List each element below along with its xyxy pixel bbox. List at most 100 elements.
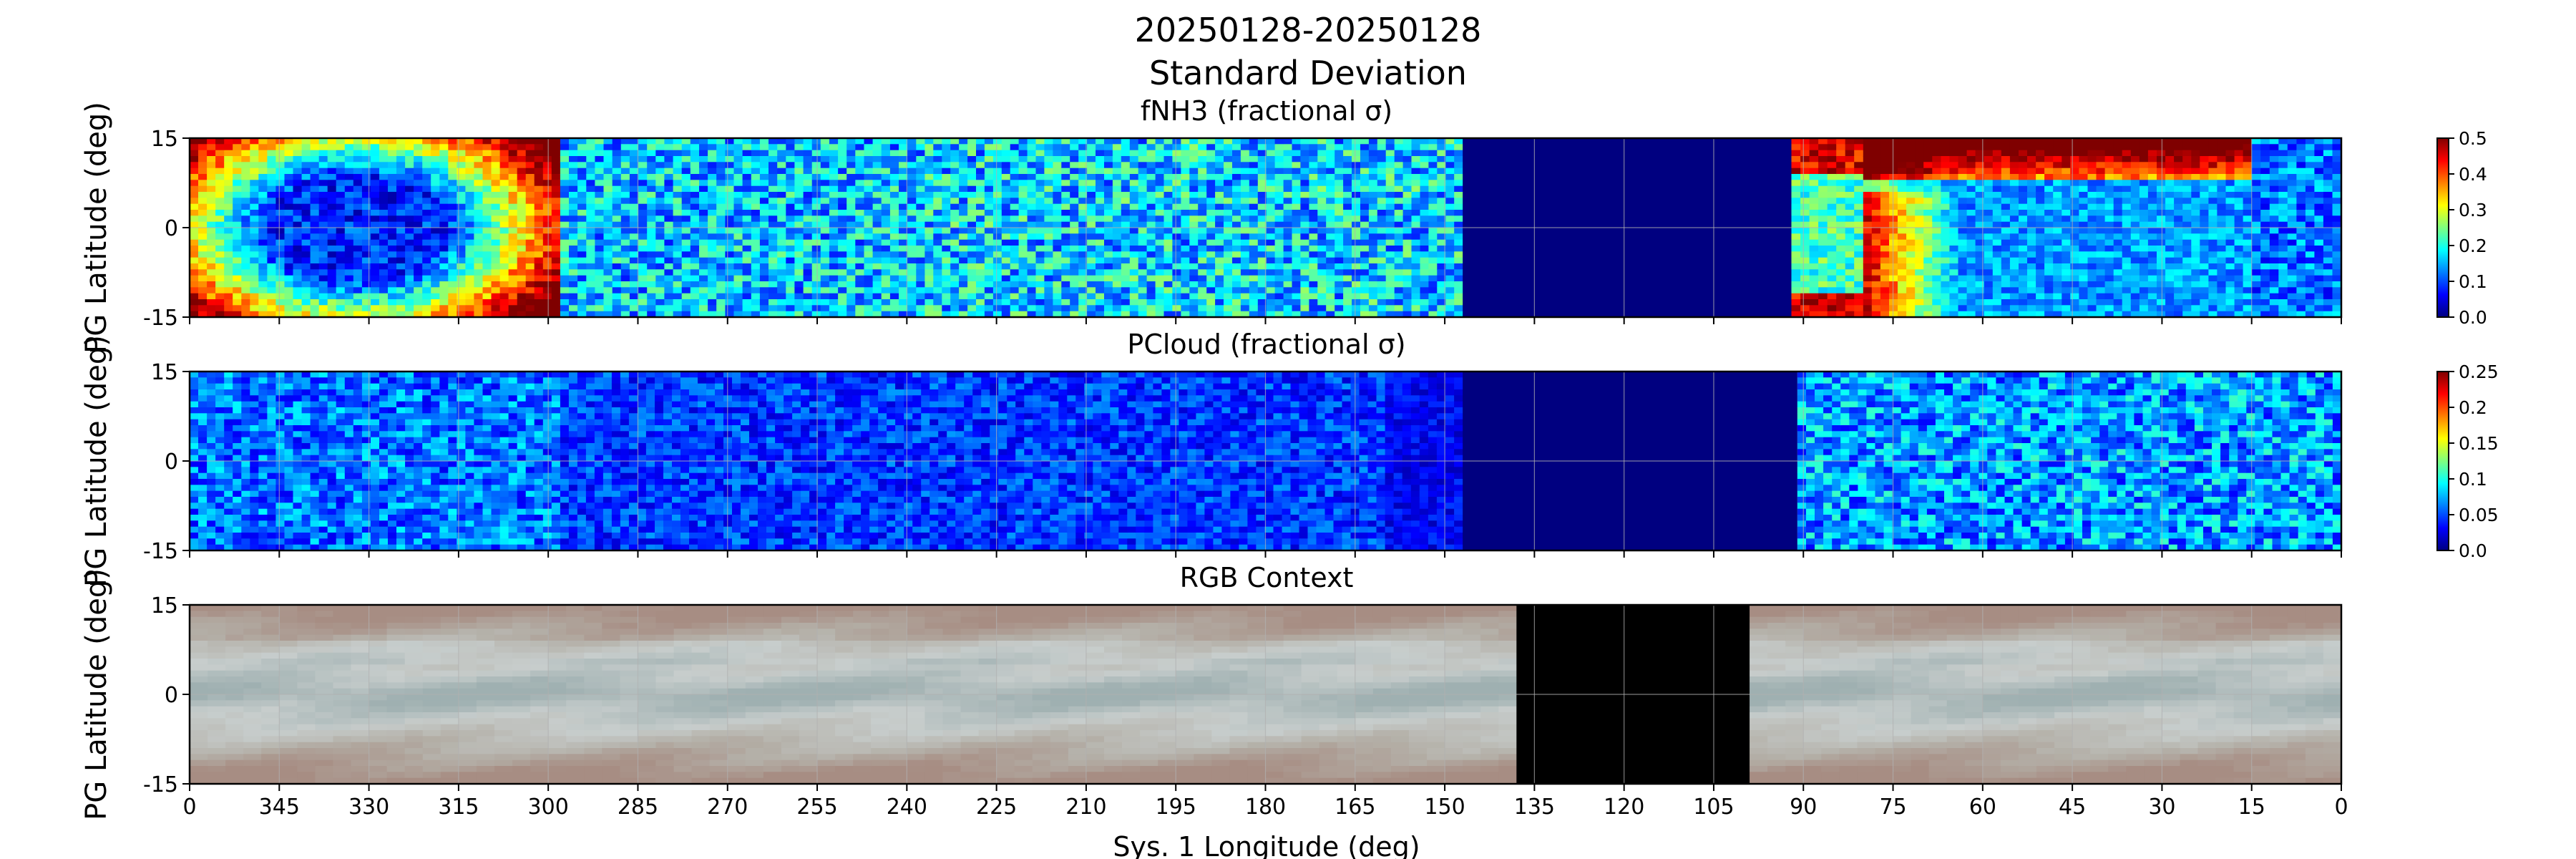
- heatmap-cell: [1241, 263, 1250, 270]
- heatmap-cell: [379, 228, 389, 234]
- heatmap-cell: [379, 251, 389, 258]
- heatmap-cell: [1369, 276, 1378, 282]
- heatmap-cell: [474, 156, 483, 162]
- heatmap-cell: [448, 276, 457, 282]
- heatmap-cell: [328, 251, 337, 258]
- heatmap-cell: [924, 305, 934, 311]
- heatmap-cell: [1113, 162, 1122, 168]
- heatmap-cell: [699, 305, 708, 311]
- heatmap-cell: [414, 233, 423, 240]
- heatmap-cell: [777, 198, 786, 204]
- heatmap-cell: [985, 204, 994, 210]
- heatmap-cell: [1326, 210, 1335, 216]
- heatmap-cell: [483, 156, 492, 162]
- heatmap-cell: [838, 251, 847, 258]
- heatmap-cell: [691, 138, 700, 145]
- heatmap-cell: [1300, 138, 1309, 145]
- heatmap-cell: [1880, 233, 1890, 240]
- heatmap-cell: [224, 276, 233, 282]
- heatmap-cell: [812, 293, 821, 300]
- heatmap-cell: [760, 144, 769, 150]
- heatmap-cell: [1810, 168, 1819, 175]
- heatmap-cell: [916, 293, 925, 300]
- heatmap-cell: [552, 156, 561, 162]
- heatmap-cell: [285, 281, 294, 288]
- heatmap-cell: [319, 287, 328, 293]
- heatmap-cell: [353, 222, 363, 228]
- heatmap-cell: [864, 144, 874, 150]
- heatmap-cell: [1241, 287, 1250, 293]
- heatmap-cell: [457, 258, 466, 264]
- heatmap-cell: [1002, 299, 1011, 306]
- heatmap-cell: [500, 168, 509, 175]
- heatmap-cell: [517, 150, 527, 157]
- heatmap-cell: [725, 263, 734, 270]
- heatmap-cell: [1002, 228, 1011, 234]
- heatmap-cell: [1395, 215, 1404, 222]
- heatmap-cell: [673, 204, 683, 210]
- heatmap-cell: [1284, 263, 1293, 270]
- heatmap-cell: [699, 276, 708, 282]
- heatmap-cell: [492, 162, 501, 168]
- heatmap-cell: [604, 269, 613, 276]
- heatmap-cell: [743, 215, 752, 222]
- heatmap-cell: [311, 222, 320, 228]
- heatmap-cell: [664, 287, 673, 293]
- heatmap-cell: [198, 215, 208, 222]
- heatmap-cell: [328, 258, 337, 264]
- heatmap-cell: [1104, 138, 1113, 145]
- heatmap-cell: [950, 150, 960, 157]
- heatmap-cell: [1317, 215, 1327, 222]
- heatmap-cell: [1113, 293, 1122, 300]
- heatmap-cell: [543, 192, 552, 198]
- heatmap-cell: [1284, 180, 1293, 186]
- heatmap-cell: [1845, 258, 1855, 264]
- heatmap-cell: [1130, 228, 1139, 234]
- heatmap-cell: [1377, 204, 1387, 210]
- heatmap-cell: [734, 305, 743, 311]
- heatmap-cell: [847, 174, 856, 180]
- heatmap-cell: [1898, 138, 1907, 145]
- heatmap-cell: [285, 246, 294, 252]
- heatmap-cell: [924, 210, 934, 216]
- heatmap-cell: [804, 138, 813, 145]
- heatmap-cell: [517, 269, 527, 276]
- heatmap-cell: [890, 276, 899, 282]
- heatmap-cell: [1343, 210, 1352, 216]
- heatmap-cell: [1113, 258, 1122, 264]
- heatmap-cell: [1232, 305, 1241, 311]
- heatmap-cell: [560, 180, 570, 186]
- heatmap-cell: [1061, 210, 1070, 216]
- heatmap-cell: [1002, 251, 1011, 258]
- heatmap-cell: [804, 174, 813, 180]
- heatmap-cell: [1369, 204, 1378, 210]
- heatmap-cell: [1087, 258, 1096, 264]
- heatmap-cell: [691, 293, 700, 300]
- heatmap-cell: [560, 251, 570, 258]
- heatmap-cell: [699, 210, 708, 216]
- heatmap-cell: [1130, 269, 1139, 276]
- heatmap-cell: [1828, 258, 1837, 264]
- heatmap-cell: [691, 222, 700, 228]
- heatmap-cell: [950, 251, 960, 258]
- heatmap-cell: [1428, 215, 1438, 222]
- heatmap-cell: [1880, 305, 1890, 311]
- heatmap-cell: [716, 228, 726, 234]
- heatmap-cell: [1300, 305, 1309, 311]
- heatmap-cell: [414, 281, 423, 288]
- heatmap-cell: [569, 258, 578, 264]
- heatmap-cell: [1880, 198, 1890, 204]
- heatmap-cell: [769, 258, 778, 264]
- heatmap-cell: [1369, 293, 1378, 300]
- heatmap-cell: [526, 269, 535, 276]
- heatmap-cell: [1360, 162, 1370, 168]
- heatmap-cell: [1096, 215, 1105, 222]
- heatmap-cell: [647, 258, 656, 264]
- heatmap-cell: [769, 174, 778, 180]
- heatmap-cell: [492, 293, 501, 300]
- heatmap-cell: [1828, 222, 1837, 228]
- heatmap-cell: [1164, 258, 1174, 264]
- heatmap-cell: [993, 305, 1002, 311]
- heatmap-cell: [396, 258, 406, 264]
- heatmap-cell: [1156, 246, 1165, 252]
